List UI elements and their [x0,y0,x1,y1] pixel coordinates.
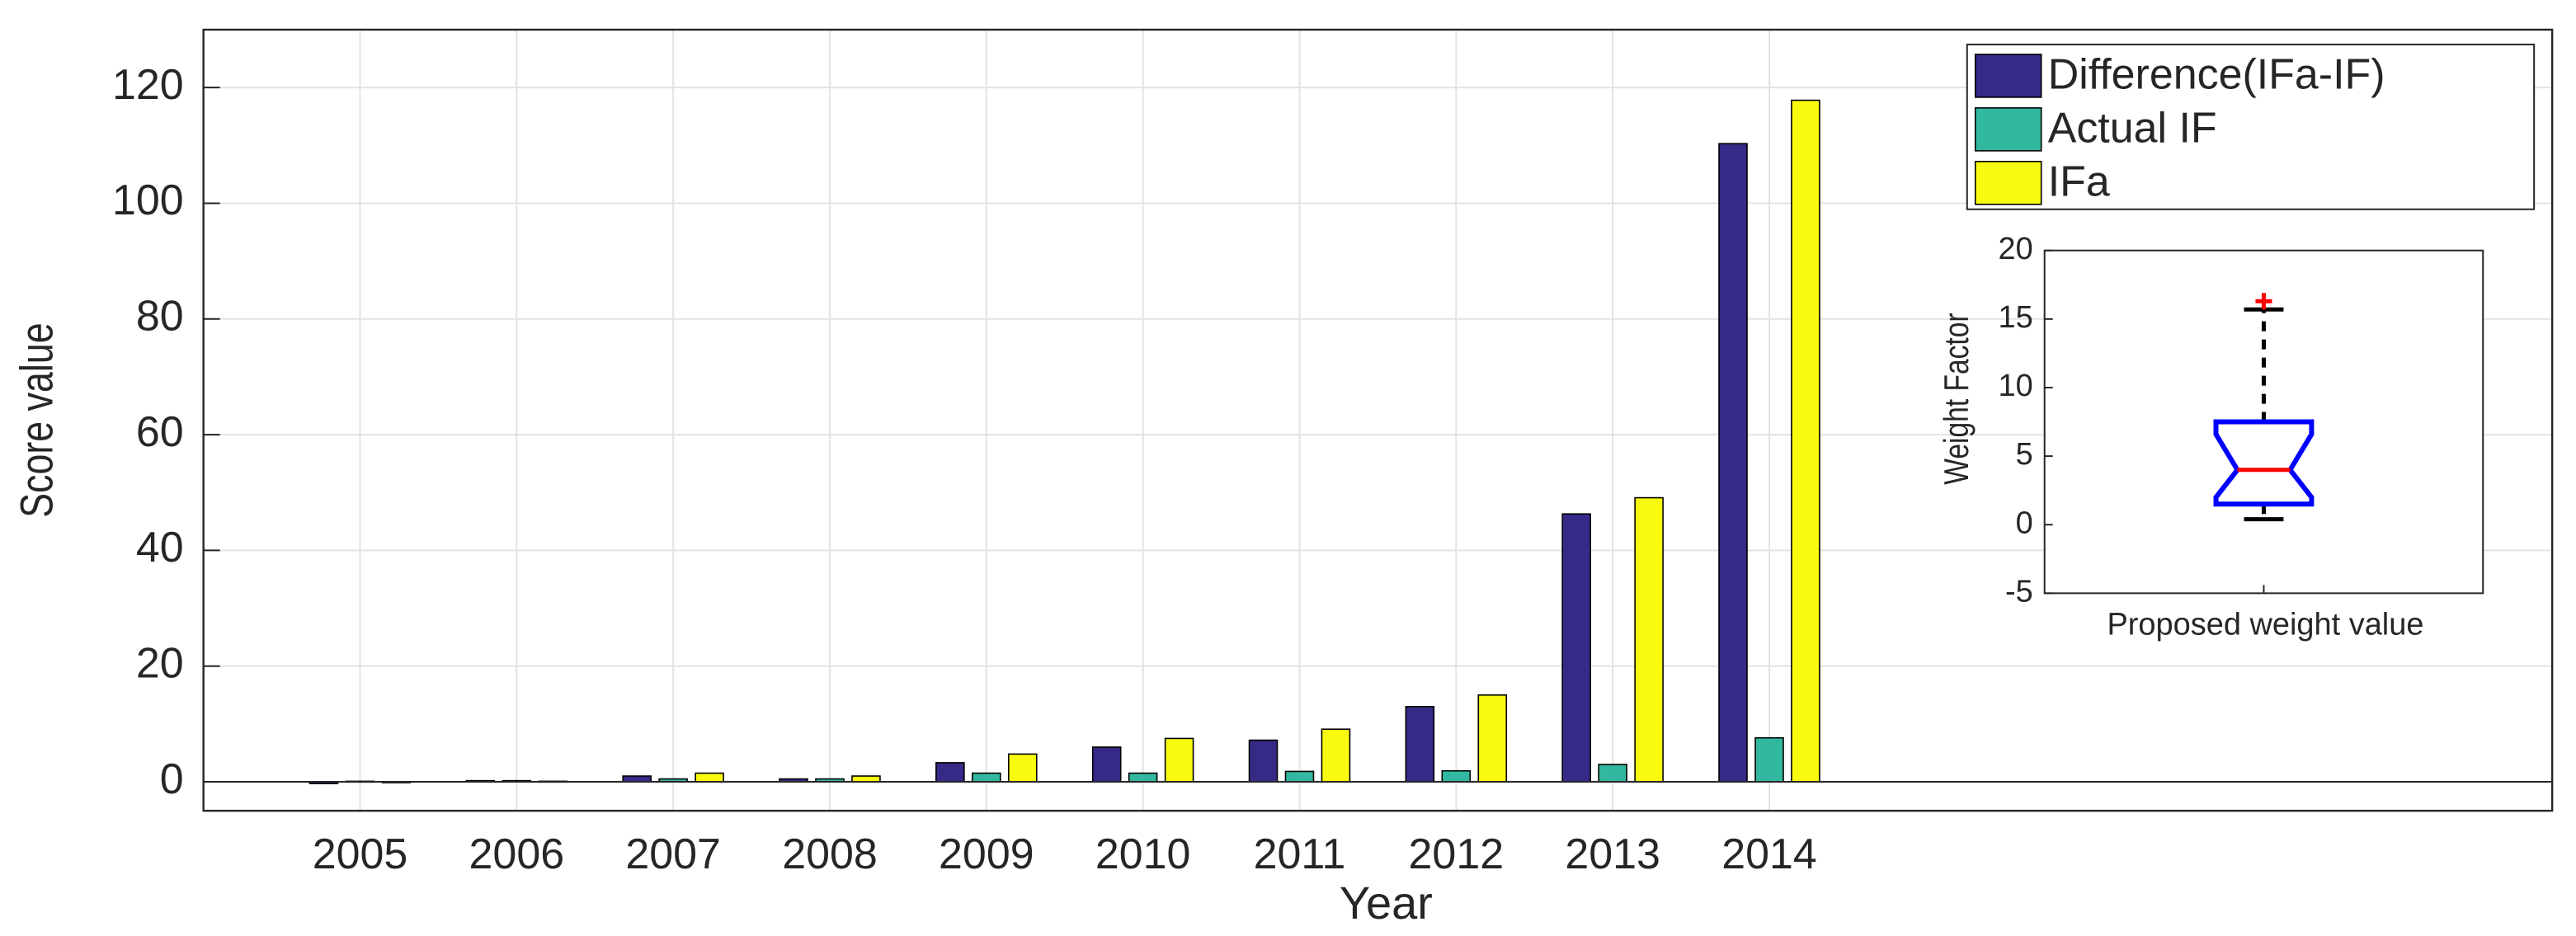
inset-chart: -5 0 5 10 15 20 Proposed weight value Weight Fa… [1938,232,2484,642]
bar [1405,706,1435,783]
y-tick-label: 40 [136,524,184,571]
legend-box [1966,43,2536,210]
y-tick-label: 60 [136,408,184,456]
x-tick-label: 2012 [1409,830,1505,878]
legend-label: Actual IF [2048,105,2217,153]
y-axis-label: Score value [11,322,63,517]
y-tick-label: 120 [112,61,184,109]
y-tick-label: 15 [1998,300,2032,335]
x-axis-label: Proposed weight value [2107,607,2423,642]
y-tick-label: 10 [1998,369,2032,403]
bar [972,772,1001,783]
y-tick-label: 5 [2016,437,2033,472]
y-tick-label: 100 [112,176,184,224]
y-axis-label: Weight Factor [1938,313,1976,485]
bar [1128,772,1158,783]
bar [622,775,652,783]
bar [1007,753,1038,783]
x-tick-label: 2005 [313,830,408,878]
x-tick-label: 2007 [625,830,721,878]
x-tick-label: 2006 [469,830,565,878]
bar [1598,764,1627,783]
bar [1321,728,1351,783]
bar [1634,496,1664,783]
bar [1718,143,1748,783]
x-tick-label: 2014 [1721,830,1817,878]
x-tick-label: 2013 [1565,830,1660,878]
bar [1561,513,1591,783]
legend-swatch [1974,107,2042,152]
bar [935,762,965,783]
axes-box [202,28,2554,812]
bar [1091,746,1122,783]
axes-box [2043,249,2484,595]
bar [1754,736,1784,783]
x-tick-label: 2010 [1095,830,1191,878]
x-tick-label: 2009 [939,830,1034,878]
y-tick-label: -5 [2005,574,2033,609]
bar [1791,99,1820,783]
x-axis-label: Year [1340,877,1433,929]
bar [1284,770,1315,783]
y-tick-label: 0 [2016,506,2033,540]
x-tick-label: 2008 [782,830,878,878]
legend-swatch [1974,54,2042,98]
bar [1477,694,1508,783]
y-tick-label: 0 [160,755,184,803]
y-tick-label: 20 [136,639,184,687]
bar [695,772,724,783]
bar [1248,739,1279,783]
outlier [2255,293,2272,310]
y-tick-label: 80 [136,292,184,340]
legend-swatch [1974,161,2042,205]
box [2213,419,2315,507]
bar [1441,769,1472,783]
bar [1164,737,1194,783]
x-tick-label: 2011 [1254,830,1346,878]
legend-label: Difference(IFa-IF) [2048,51,2385,99]
bar [851,775,881,783]
y-tick-label: 20 [1998,232,2032,266]
legend-label: IFa [2048,158,2110,206]
